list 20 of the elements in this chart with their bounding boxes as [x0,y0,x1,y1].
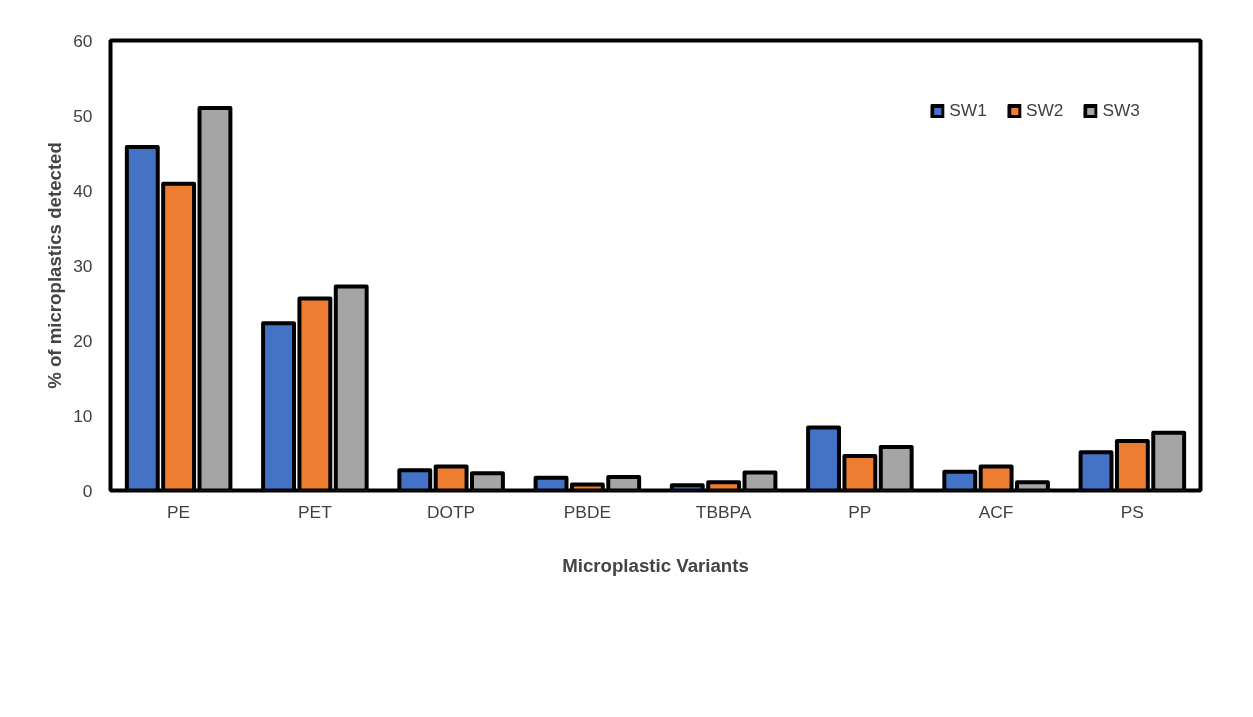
x-tick-label: PS [1120,501,1144,522]
x-axis-title: Microplastic Variants [562,554,749,576]
x-tick-label: PET [298,501,333,522]
x-tick-label: PBDE [563,501,611,522]
y-tick-label: 40 [73,180,93,201]
x-tick-label: DOTP [427,501,476,522]
legend-label: SW3 [1102,100,1140,121]
y-tick-label: 50 [73,105,93,126]
y-tick-label: 30 [73,255,93,276]
x-tick-label: PP [848,501,872,522]
legend-label: SW2 [1025,100,1064,121]
x-tick-label: PE [167,501,191,522]
y-tick-label: 20 [73,330,93,351]
legend-label: SW1 [949,100,987,121]
y-axis-title: % of microplastics detected [44,142,66,389]
x-tick-label: ACF [978,501,1014,522]
y-tick-label: 60 [73,30,93,51]
x-tick-label: TBBPA [695,501,752,522]
y-tick-label: 10 [73,405,93,426]
y-tick-label: 0 [82,480,93,501]
